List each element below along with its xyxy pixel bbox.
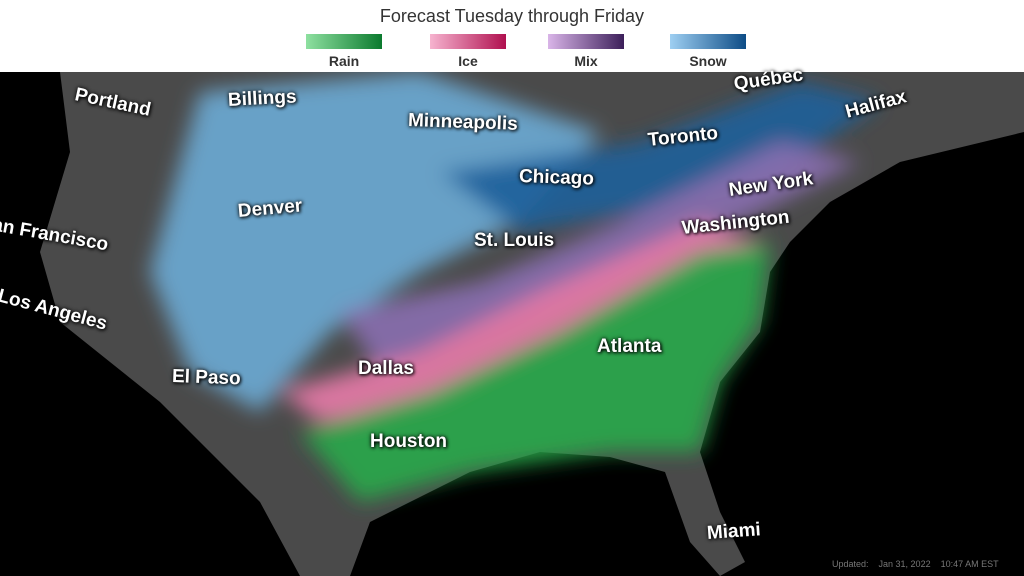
legend-label: Mix xyxy=(574,53,598,69)
map xyxy=(40,72,1024,576)
city-label: Chicago xyxy=(518,166,595,190)
city-label: St. Louis xyxy=(474,230,555,251)
legend-item: Mix xyxy=(548,34,624,69)
legend-label: Rain xyxy=(328,53,360,69)
legend-swatch xyxy=(670,34,746,49)
legend-swatch xyxy=(430,34,506,49)
title: Forecast Tuesday through Friday xyxy=(379,6,645,26)
updated-date: Jan 31, 2022 xyxy=(878,559,931,569)
city-label: Minneapolis xyxy=(407,110,519,135)
city-label: Dallas xyxy=(358,358,414,379)
legend-label: Snow xyxy=(689,53,727,69)
legend-swatch xyxy=(548,34,624,49)
header: Forecast Tuesday through Friday Rain Ice M… xyxy=(0,0,1024,72)
legend-item: Snow xyxy=(670,34,746,69)
city-label: Atlanta xyxy=(597,336,662,357)
precip xyxy=(150,72,880,502)
legend-swatch xyxy=(306,34,382,49)
city-label: Billings xyxy=(227,86,298,111)
legend-item: Ice xyxy=(430,34,506,69)
legend-label: Ice xyxy=(458,53,478,69)
city-label: El Paso xyxy=(171,366,241,390)
updated-time: 10:47 AM EST xyxy=(940,559,999,569)
legend-item: Rain xyxy=(306,34,382,69)
footer: Updated: Jan 31, 2022 10:47 AM EST xyxy=(832,559,1009,569)
updated-label: Updated: xyxy=(832,559,869,569)
city-label: Houston xyxy=(370,431,448,452)
city-label: Miami xyxy=(706,519,762,544)
